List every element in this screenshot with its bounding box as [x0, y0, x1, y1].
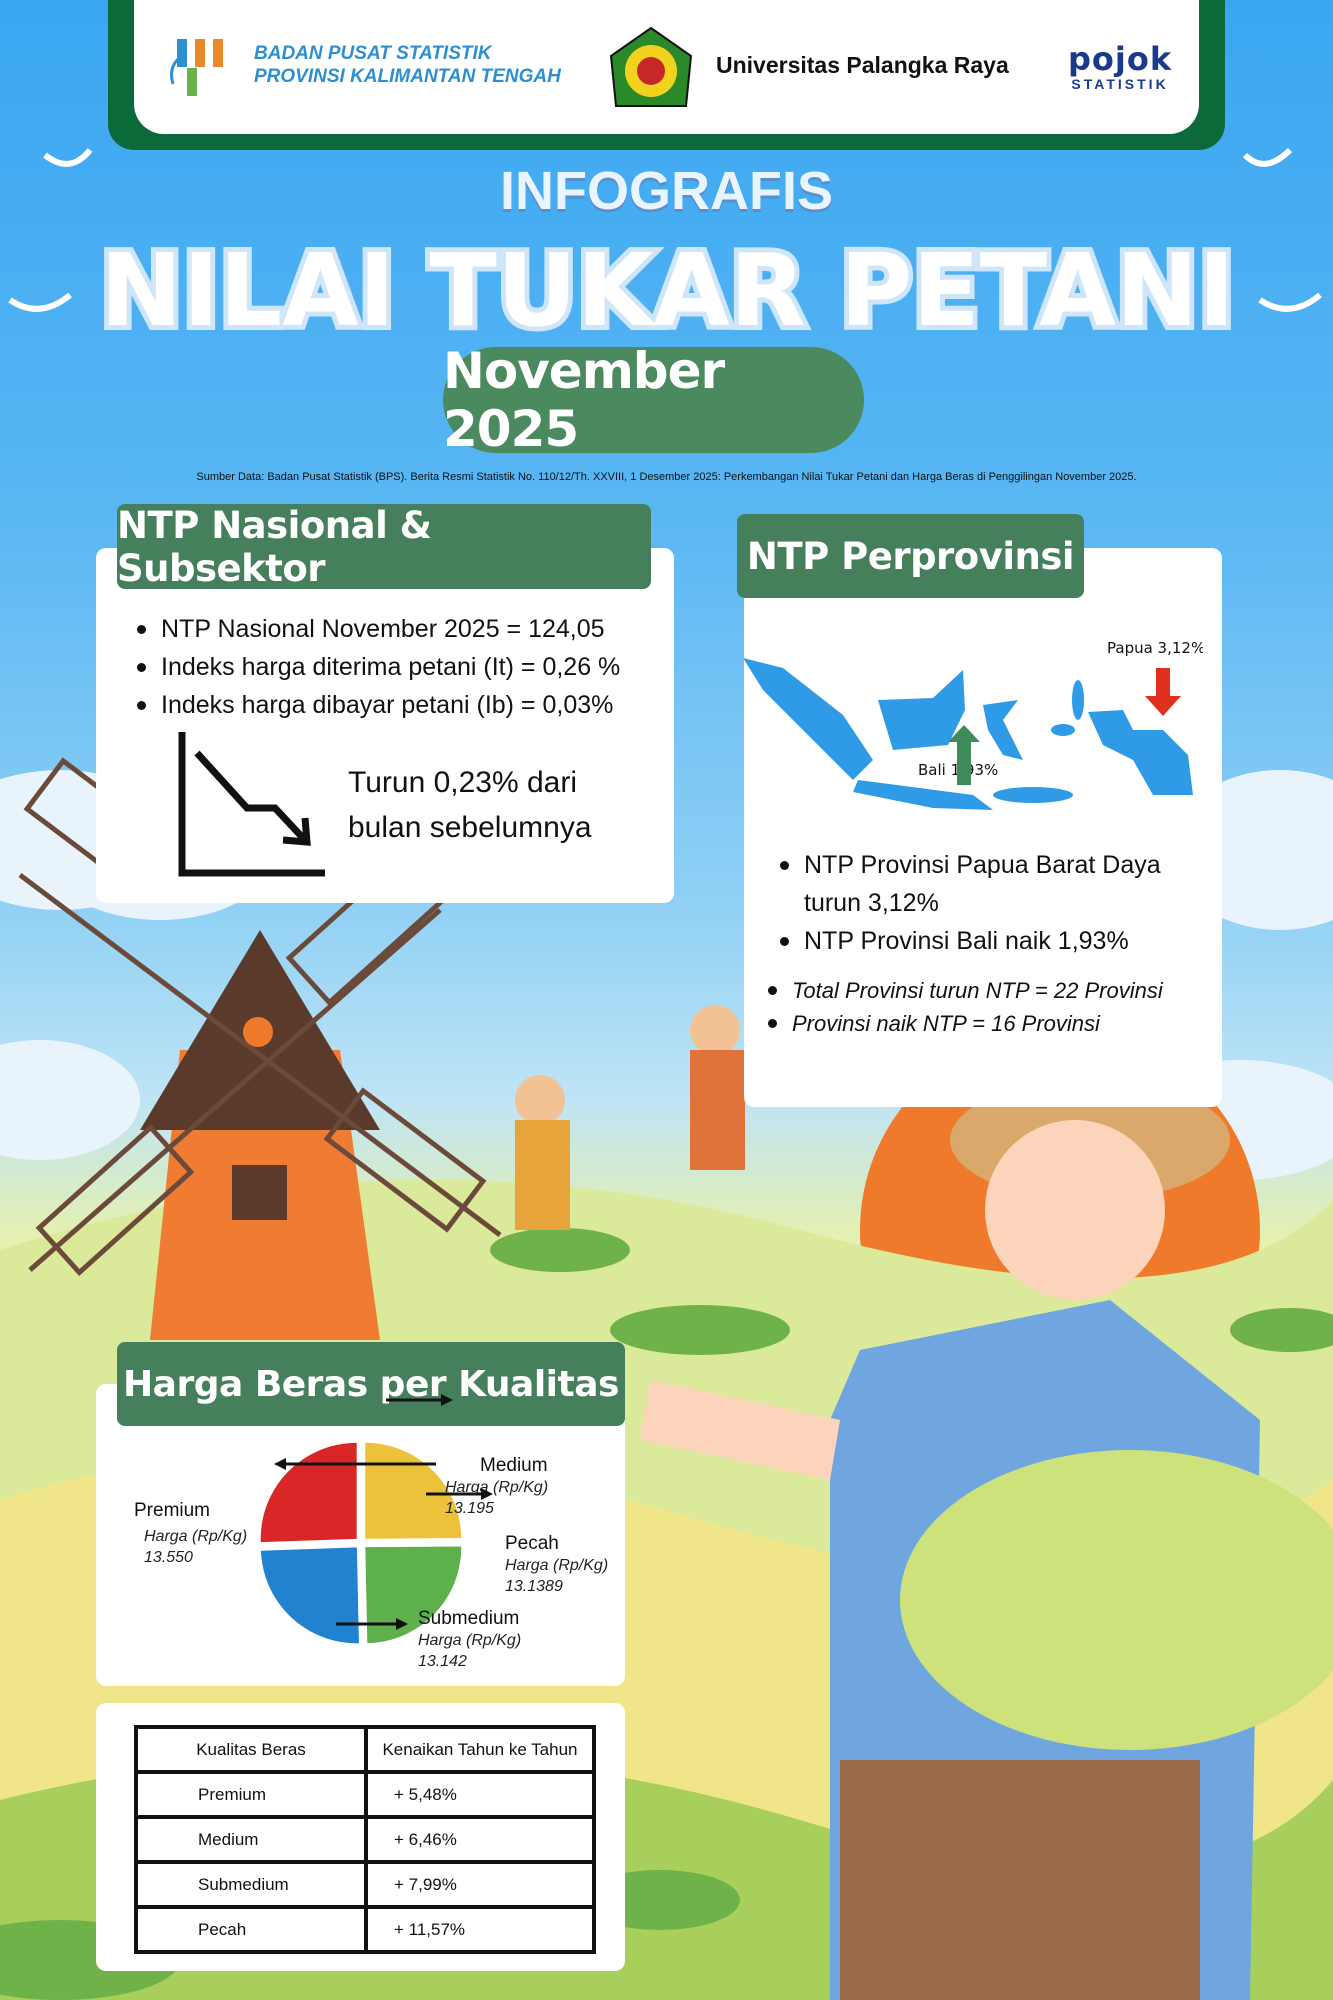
ntp-provinsi-totals: Total Provinsi turun NTP = 22 Provinsi P… [762, 974, 1163, 1040]
pie-slice-pecah [365, 1546, 462, 1644]
label-pecah-value: 13.1389 [505, 1578, 563, 1595]
label-pecah-name: Pecah [505, 1533, 559, 1554]
ntp-provinsi-bullets: NTP Provinsi Papua Barat Daya turun 3,12… [774, 846, 1194, 960]
cell-quality: Pecah [134, 1905, 368, 1954]
harga-beras-title: Harga Beras per Kualitas [117, 1342, 625, 1426]
pie-slice-medium [365, 1442, 462, 1539]
arrow-submedium-icon [336, 1618, 408, 1630]
cell-growth: + 6,46% [364, 1815, 596, 1864]
table-row: Pecah + 11,57% [134, 1905, 596, 1954]
main-title: NILAI TUKAR PETANI [95, 230, 1240, 350]
label-pecah: Pecah Harga (Rp/Kg) 13.1389 [505, 1533, 608, 1597]
growth-table: Kualitas Beras Kenaikan Tahun ke Tahun P… [134, 1725, 596, 1954]
rice-price-pie-chart [260, 1394, 493, 1644]
bullet-total-naik: Provinsi naik NTP = 16 Provinsi [762, 1007, 1163, 1040]
label-medium-value: 13.195 [445, 1500, 494, 1517]
label-submedium-value: 13.142 [418, 1653, 467, 1670]
bullet-ib: Indeks harga dibayar petani (Ib) = 0,03% [131, 686, 620, 724]
windmill [18, 757, 502, 1340]
ntp-nasional-bullets: NTP Nasional November 2025 = 124,05 Inde… [131, 610, 620, 724]
harga-beras-card [96, 1384, 625, 1686]
map-islands [743, 658, 1193, 810]
cell-growth: + 7,99% [364, 1860, 596, 1909]
label-submedium: Submedium Harga (Rp/Kg) 13.142 [418, 1608, 521, 1672]
label-premium-unit: Harga (Rp/Kg) [144, 1528, 248, 1545]
pie-slice-premium [260, 1442, 357, 1543]
chart-down-icon [178, 732, 325, 877]
label-submedium-unit: Harga (Rp/Kg) [418, 1632, 522, 1649]
bps-logo-icon [170, 39, 223, 96]
arrow-up-icon [948, 725, 980, 785]
period-badge: November 2025 [443, 342, 864, 458]
map-label-papua: Papua 3,12% [1107, 639, 1203, 657]
cell-quality: Premium [134, 1770, 368, 1819]
source-note: Sumber Data: Badan Pusat Statistik (BPS)… [196, 471, 1137, 483]
arrow-pecah-icon [426, 1488, 493, 1500]
pie-slice-submedium [260, 1547, 359, 1644]
table-row: Submedium + 7,99% [134, 1860, 596, 1909]
trend-text: Turun 0,23% dari bulan sebelumnya [348, 760, 592, 850]
ntp-nasional-title: NTP Nasional & Subsektor [117, 504, 651, 590]
kicker-title: INFOGRAFIS [500, 161, 833, 221]
header-kualitas: Kualitas Beras [134, 1725, 368, 1774]
ntp-provinsi-card [744, 548, 1222, 1107]
upr-emblem-icon [609, 26, 693, 107]
bullet-it: Indeks harga diterima petani (It) = 0,26… [131, 648, 620, 686]
table-row: Premium + 5,48% [134, 1770, 596, 1819]
header-kenaikan: Kenaikan Tahun ke Tahun [364, 1725, 596, 1774]
label-premium-name: Premium [134, 1500, 211, 1521]
bullet-papua: NTP Provinsi Papua Barat Daya turun 3,12… [774, 846, 1194, 922]
bps-line1: BADAN PUSAT STATISTIK [254, 43, 492, 64]
bullet-bali: NTP Provinsi Bali naik 1,93% [774, 922, 1194, 960]
label-medium-unit: Harga (Rp/Kg) [445, 1479, 549, 1496]
pojok-statistik-logo: pojok STATISTIK [1068, 42, 1172, 92]
label-premium-value: 13.550 [144, 1549, 193, 1566]
indonesia-map: Bali 1,93% Papua 3,12% [743, 639, 1203, 810]
bps-line2: PROVINSI KALIMANTAN TENGAH [254, 66, 561, 87]
pojok-text: pojok [1068, 40, 1173, 78]
trend-line1: Turun 0,23% dari [348, 766, 578, 799]
ntp-provinsi-title: NTP Perprovinsi [737, 514, 1084, 598]
trend-line2: bulan sebelumnya [348, 811, 592, 844]
cell-growth: + 5,48% [364, 1770, 596, 1819]
main-title-text: NILAI TUKAR PETANI [100, 232, 1235, 349]
university-name: Universitas Palangka Raya [716, 52, 1009, 78]
arrow-medium-icon [386, 1394, 453, 1406]
cell-growth: + 11,57% [364, 1905, 596, 1954]
cell-quality: Submedium [134, 1860, 368, 1909]
label-medium: Medium Harga (Rp/Kg) 13.195 [445, 1455, 548, 1519]
farmer-illustration [515, 1005, 1333, 2000]
arrow-down-icon [1145, 668, 1181, 716]
bullet-ntp-nasional: NTP Nasional November 2025 = 124,05 [131, 610, 620, 648]
bps-name: BADAN PUSAT STATISTIK PROVINSI KALIMANTA… [254, 42, 561, 88]
label-premium: Premium Harga (Rp/Kg) 13.550 [134, 1500, 247, 1568]
label-pecah-unit: Harga (Rp/Kg) [505, 1557, 609, 1574]
ntp-nasional-card [96, 548, 674, 903]
bullet-total-turun: Total Provinsi turun NTP = 22 Provinsi [762, 974, 1163, 1007]
label-submedium-name: Submedium [418, 1608, 520, 1629]
birds [8, 147, 1322, 312]
label-medium-name: Medium [480, 1455, 548, 1476]
statistik-text: STATISTIK [1071, 76, 1169, 92]
arrow-premium-icon [274, 1458, 436, 1470]
table-header: Kualitas Beras Kenaikan Tahun ke Tahun [134, 1725, 596, 1774]
table-row: Medium + 6,46% [134, 1815, 596, 1864]
cell-quality: Medium [134, 1815, 368, 1864]
